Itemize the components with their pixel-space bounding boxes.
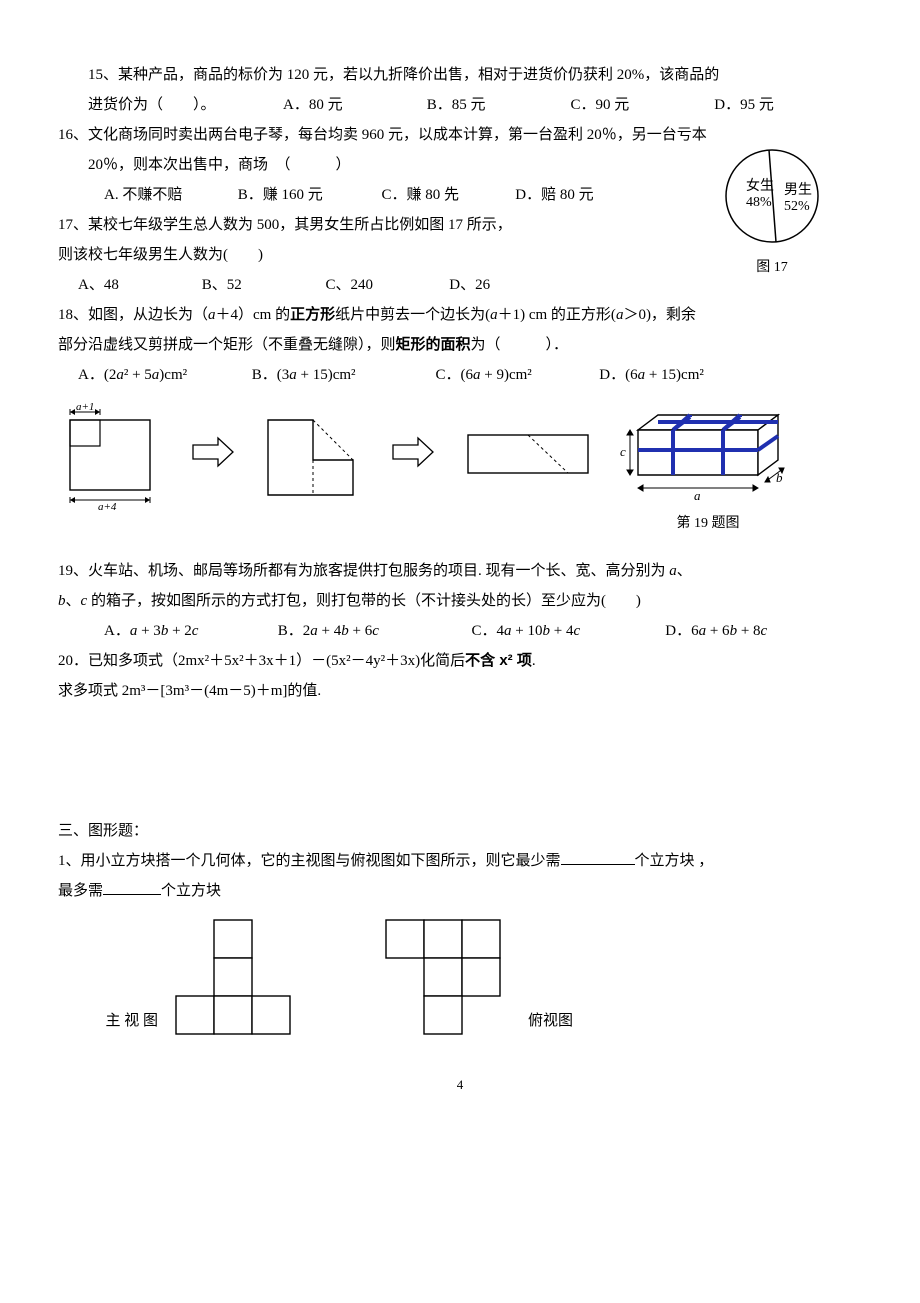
top-view-grid [378, 912, 508, 1042]
q19-var-a: a [669, 563, 677, 579]
q18-fig3 [458, 400, 598, 510]
arrow-icon-1 [188, 400, 238, 510]
q16-opt-a: A. 不赚不赔 [104, 180, 234, 210]
sec3-q1-line1: 1、用小立方块搭一个几何体，它的主视图与俯视图如下图所示，则它最少需 个立方块 ， [58, 846, 862, 876]
q17-opt-b: B、52 [202, 270, 322, 300]
q17-opt-a: A、48 [78, 270, 198, 300]
q18-label-a4: a+4 [98, 501, 117, 510]
pie-left-pct: 48% [746, 195, 772, 210]
sec3-q1-line2: 最多需 个立方块 [58, 876, 862, 906]
front-view-label: 主 视 图 [58, 1006, 158, 1042]
q20-bold: 不含 x² 项 [465, 652, 532, 669]
q18-bold1: 正方形 [290, 306, 335, 323]
q19-opt-a: A．a + 3b + 2c [104, 616, 274, 646]
figure-17-caption: 图 17 [692, 254, 852, 282]
q19-opts: A．a + 3b + 2c B．2a + 4b + 6c C．4a + 10b … [58, 616, 862, 646]
sec3-q1-t2: 个立方块 ， [635, 853, 714, 869]
q16-opt-c: C．赚 80 先 [382, 180, 512, 210]
q18-opts: A．(2a² + 5a)cm² B．(3a + 15)cm² C．(6a + 9… [58, 360, 862, 390]
q19-dim-c: c [620, 444, 626, 459]
q19-opt-c: C．4a + 10b + 4c [472, 616, 662, 646]
q19-t2: 、 [677, 563, 692, 579]
arrow-icon-2 [388, 400, 438, 510]
q20-line1: 20．已知多项式（2mx²＋5x²＋3x＋1）－(5x²－4y²＋3x)化简后不… [58, 646, 862, 676]
q19-opt-d: D．6a + 6b + 8c [665, 623, 767, 639]
q19-t4: 的箱子，按如图所示的方式打包，则打包带的长（不计接头处的长）至少应为( ) [87, 593, 641, 609]
q19-box-svg: a b c [618, 400, 798, 510]
sec3-q1-t3: 最多需 [58, 883, 103, 899]
q18-line2: 部分沿虚线又剪拼成一个矩形（不重叠无缝隙），则矩形的面积为（ ）． [58, 330, 862, 360]
q15-line1: 15、某种产品，商品的标价为 120 元，若以九折降价出售，相对于进货价仍获利 … [58, 60, 862, 90]
figure-17: 女生 48% 男生 52% 图 17 [692, 144, 852, 282]
q17-opt-d: D、26 [449, 277, 490, 293]
section3-title: 三、图形题： [58, 816, 862, 846]
q18-line1: 18、如图，从边长为（a＋4）cm 的正方形纸片中剪去一个边长为(a＋1) cm… [58, 300, 862, 330]
q18-var-a2: a [490, 307, 498, 323]
q18-t6: 部分沿虚线又剪拼成一个矩形（不重叠无缝隙），则 [58, 337, 396, 353]
q18-bold2: 矩形的面积 [396, 336, 471, 353]
q15-opt-b: B．85 元 [427, 90, 567, 120]
top-view-label: 俯视图 [518, 1006, 573, 1042]
q15-opt-c: C．90 元 [571, 90, 711, 120]
q15-opt-d: D．95 元 [714, 97, 774, 113]
q15-opt-a: A．80 元 [283, 90, 423, 120]
q19-t3: 、 [66, 593, 81, 609]
q18-t1: 18、如图，从边长为（ [58, 307, 208, 323]
q19-line2: b、c 的箱子，按如图所示的方式打包，则打包带的长（不计接头处的长）至少应为( … [58, 586, 862, 616]
pie-left-label: 女生 [746, 177, 774, 194]
q18-opt-a: A．(2a² + 5a)cm² [78, 360, 248, 390]
sec3-figures: 主 视 图 俯视图 [58, 912, 862, 1042]
page-number: 4 [58, 1072, 862, 1098]
q18-label-a1: a+1 [76, 401, 94, 413]
q18-var-a1: a [208, 307, 216, 323]
q19-dim-b: b [776, 470, 783, 485]
q18-fig2 [258, 400, 368, 510]
q19-opt-b: B．2a + 4b + 6c [278, 616, 468, 646]
q18-opt-b: B．(3a + 15)cm² [252, 360, 432, 390]
q18-figure-row: a+1 a+4 [58, 400, 862, 538]
q19-line1: 19、火车站、机场、邮局等场所都有为旅客提供打包服务的项目. 现有一个长、宽、高… [58, 556, 862, 586]
q15-stem2: 进货价为（ ）。 [88, 97, 216, 113]
q18-t5: ＞0)，剩余 [623, 307, 696, 323]
blank-input-1[interactable] [561, 849, 635, 865]
q17-opt-c: C、240 [326, 270, 446, 300]
q16-opt-d: D．赔 80 元 [515, 187, 593, 203]
q19-caption: 第 19 题图 [618, 510, 798, 538]
q18-t4: ＋1) cm 的正方形( [498, 307, 616, 323]
blank-input-2[interactable] [103, 879, 161, 895]
q19-var-b: b [58, 593, 66, 609]
q18-opt-c: C．(6a + 9)cm² [436, 360, 596, 390]
front-view-grid [168, 912, 298, 1042]
q18-t3: 纸片中剪去一个边长为( [335, 307, 490, 323]
q18-opt-d: D．(6a + 15)cm² [599, 367, 704, 383]
q18-t7: 为（ ）． [471, 337, 569, 353]
q19-dim-a: a [694, 488, 701, 503]
q19-t1: 19、火车站、机场、邮局等场所都有为旅客提供打包服务的项目. 现有一个长、宽、高… [58, 563, 669, 579]
q20-t1: 20．已知多项式（2mx²＋5x²＋3x＋1）－(5x²－4y²＋3x)化简后 [58, 653, 465, 669]
pie-right-pct: 52% [784, 199, 810, 214]
sec3-q1-t1: 1、用小立方块搭一个几何体，它的主视图与俯视图如下图所示，则它最少需 [58, 853, 561, 869]
q20-t2: . [532, 653, 536, 669]
q16-opt-b: B．赚 160 元 [238, 180, 378, 210]
pie-right-label: 男生 [784, 182, 812, 198]
sec3-q1-t4: 个立方块 [161, 883, 221, 899]
pie-chart: 女生 48% 男生 52% [692, 144, 842, 254]
q18-t2: ＋4）cm 的 [216, 307, 291, 323]
q19-figure: a b c 第 19 题图 [618, 400, 798, 538]
q20-line2: 求多项式 2m³－[3m³－(4m－5)＋m]的值. [58, 676, 862, 706]
q18-fig1: a+1 a+4 [58, 400, 168, 510]
q15-line2: 进货价为（ ）。 A．80 元 B．85 元 C．90 元 D．95 元 [58, 90, 862, 120]
